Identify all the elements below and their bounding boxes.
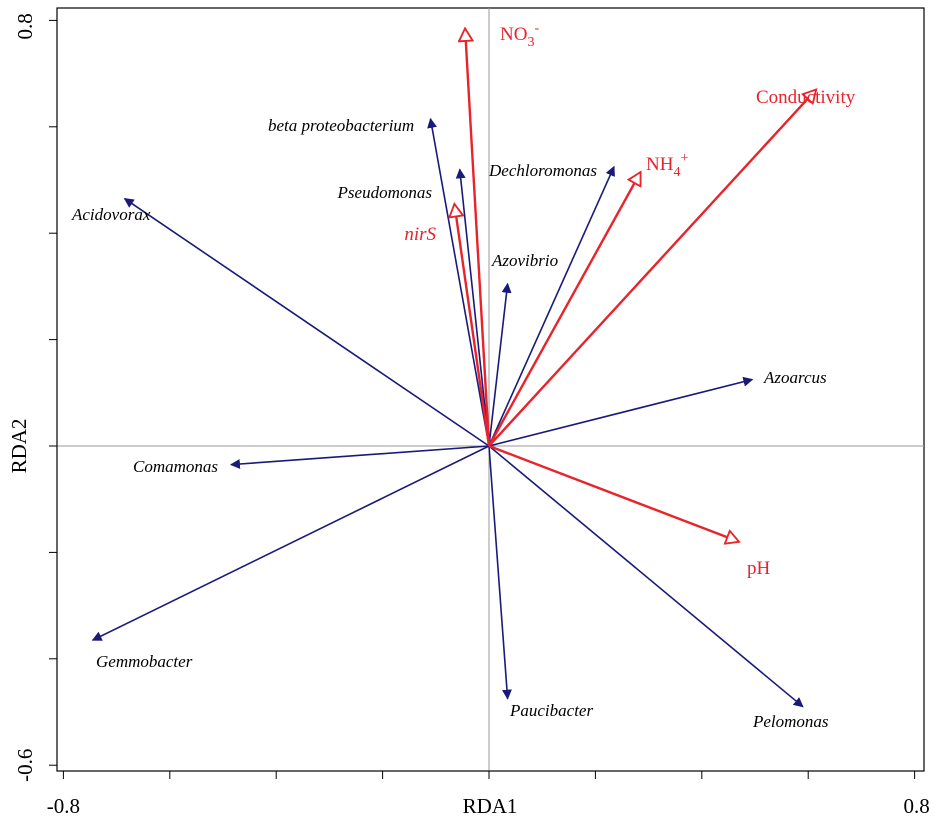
env-arrow-nh [487,172,642,447]
y-axis-title: RDA2 [7,419,31,474]
species-arrow-azoarcus [488,376,754,447]
environmental-arrows [454,28,816,541]
species-label-azovibrio: Azovibrio [491,251,558,270]
arrow-labels: Acidovorax beta proteobacterium Pseudomona… [71,21,856,731]
env-label-nh: NH4+ [646,151,688,180]
species-label-azoarcus: Azoarcus [763,368,827,387]
species-arrow-acidovorax [123,197,490,447]
y-tick-label-max: 0.8 [13,13,37,39]
env-arrow-no [465,28,491,447]
env-label-ph: pH [747,558,771,579]
x-tick-label-min: -0.8 [47,794,80,818]
species-label-paucibacter: Paucibacter [509,701,593,720]
x-axis-title: RDA1 [463,794,518,818]
species-label-acidovorax: Acidovorax [71,205,151,224]
species-label-pseudomonas: Pseudomonas [337,183,433,202]
x-tick-label-max: 0.8 [903,794,929,818]
species-label-gemmobacter: Gemmobacter [96,652,193,671]
species-arrow-dechloromonas [488,165,615,447]
y-tick-label-min: -0.6 [13,749,37,782]
species-arrows [91,117,804,708]
species-arrow-azovibrio [488,282,512,447]
species-label-beta-proteobacterium: beta proteobacterium [268,116,414,135]
species-arrow-pseudomonas [455,168,490,447]
species-label-comamonas: Comamonas [133,457,218,476]
species-label-dechloromonas: Dechloromonas [488,161,597,180]
env-arrow-nirs [454,204,491,447]
species-arrow-comamonas [229,445,490,469]
env-label-no: NO3- [500,21,539,50]
env-label-nirs: nirS [404,224,436,245]
env-arrow-ph [488,444,739,542]
env-label-conductivity: Conductivity [756,87,856,108]
axes: -0.8 0.8 -0.6 0.8 [13,13,930,818]
species-arrow-pelomonas [488,445,804,708]
species-label-pelomonas: Pelomonas [752,712,829,731]
species-arrow-gemmobacter [91,445,490,641]
env-arrow-conductivity [488,90,816,447]
species-arrow-beta-proteobacterium [427,117,490,447]
species-arrow-paucibacter [488,445,512,700]
